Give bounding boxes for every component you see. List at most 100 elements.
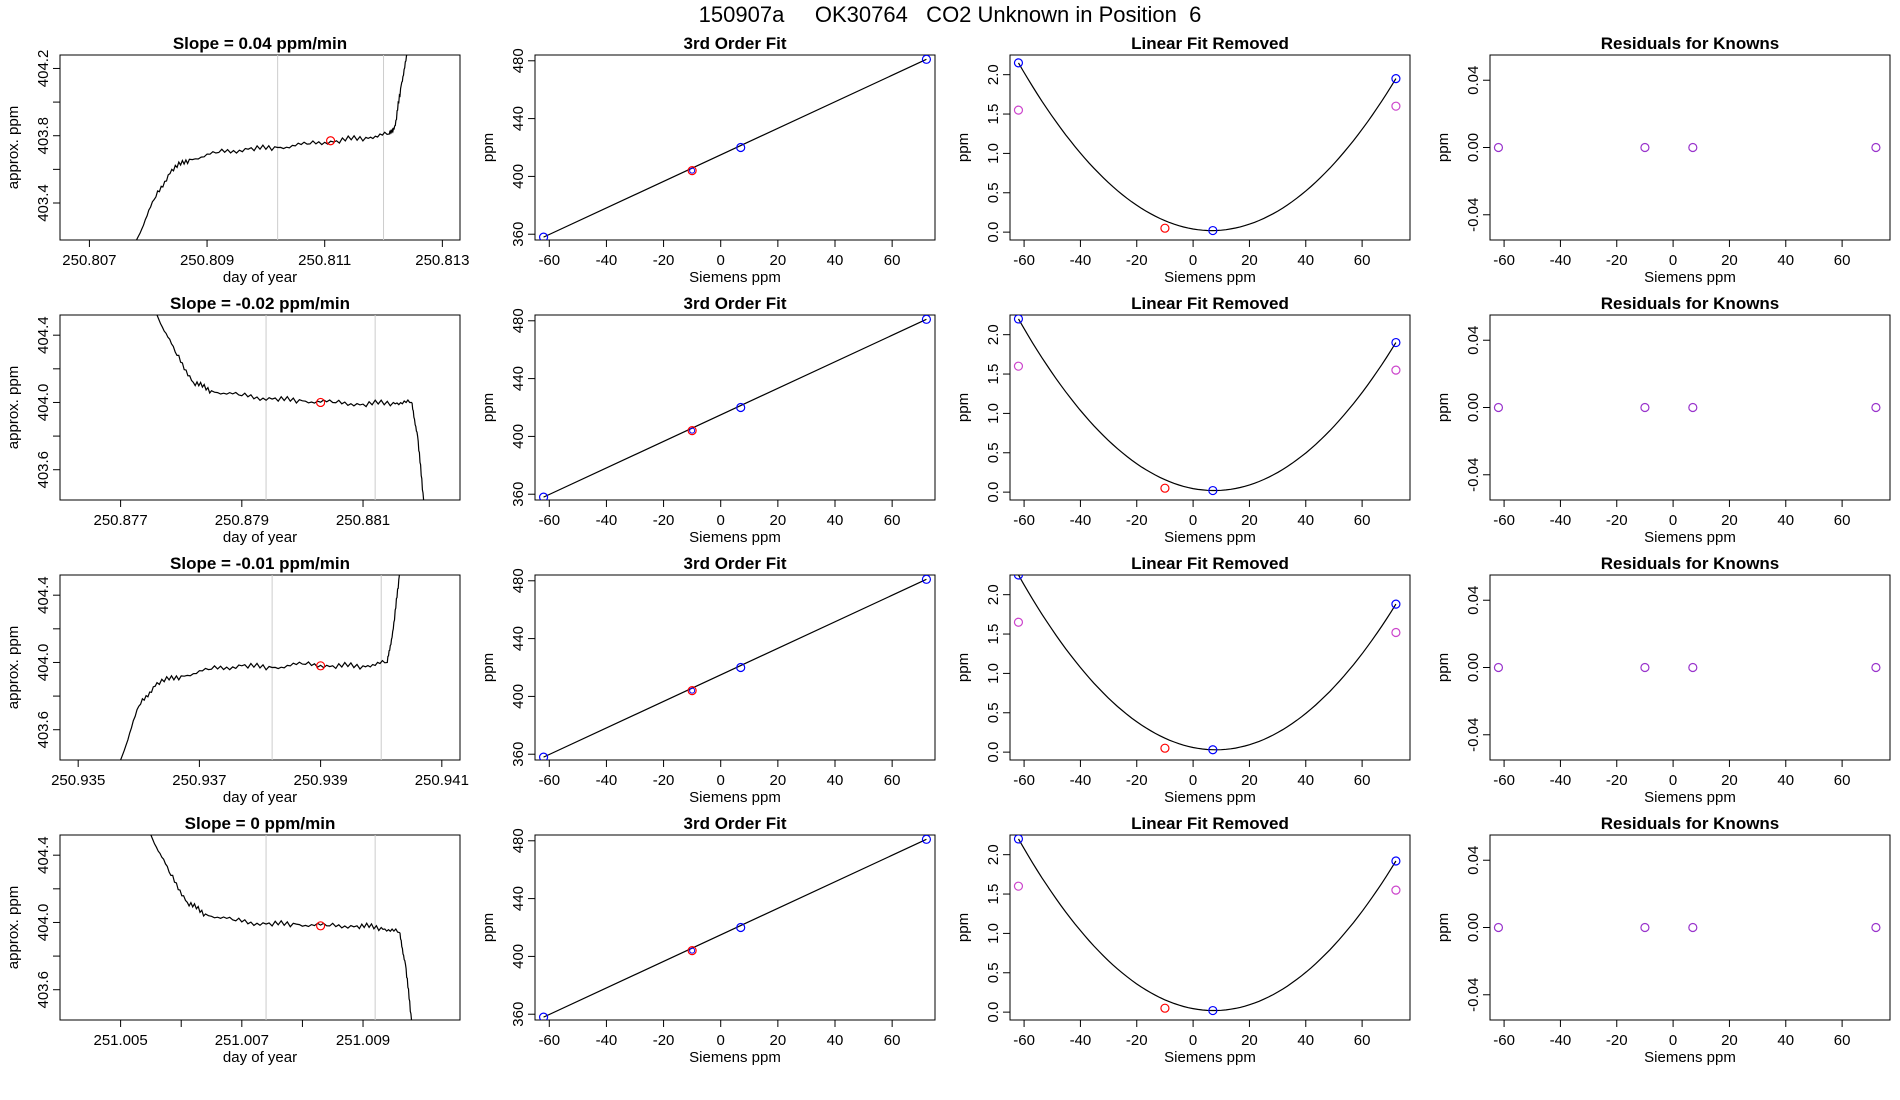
x-tick-label: -60 bbox=[1493, 252, 1515, 269]
linear-point bbox=[1391, 627, 1401, 638]
known-point bbox=[1391, 74, 1401, 84]
x-tick-label: 40 bbox=[827, 512, 844, 529]
unknown-point-inner bbox=[689, 947, 696, 954]
unknown-point-inner bbox=[689, 427, 696, 434]
known-point bbox=[538, 1012, 549, 1020]
x-tick-label: -60 bbox=[538, 772, 560, 789]
x-axis-label: day of year bbox=[223, 1049, 297, 1066]
y-tick-label: 0.04 bbox=[1465, 66, 1482, 95]
x-axis-label: Siemens ppm bbox=[689, 1049, 781, 1066]
x-tick-label: -20 bbox=[653, 512, 675, 529]
y-axis-label: approx. ppm bbox=[5, 106, 22, 189]
y-tick-label: 1.5 bbox=[985, 884, 1002, 905]
x-tick-label: -40 bbox=[1550, 772, 1572, 789]
plot-area bbox=[538, 835, 932, 1020]
residual-point bbox=[1493, 402, 1504, 413]
y-axis-label: approx. ppm bbox=[5, 886, 22, 969]
x-tick-label: 0 bbox=[1189, 772, 1197, 789]
plot-frame bbox=[534, 314, 936, 501]
x-axis-label: day of year bbox=[223, 269, 297, 286]
x-tick-label: 60 bbox=[884, 252, 901, 269]
known-point bbox=[538, 232, 549, 240]
x-tick-label: 20 bbox=[770, 772, 787, 789]
x-axis-label: Siemens ppm bbox=[1164, 269, 1256, 286]
x-tick-label: -40 bbox=[596, 772, 618, 789]
fit-curve bbox=[1017, 318, 1397, 492]
unknown-point bbox=[687, 426, 697, 436]
data-trace bbox=[156, 315, 425, 500]
y-tick-label: 400 bbox=[510, 944, 527, 969]
residual-point bbox=[1640, 142, 1650, 153]
y-tick-label: 0.5 bbox=[985, 962, 1002, 983]
y-tick-label: 403.6 bbox=[35, 971, 52, 1009]
x-tick-label: -60 bbox=[1013, 772, 1035, 789]
y-tick-label: 0.5 bbox=[985, 182, 1002, 203]
y-axis-label: ppm bbox=[955, 393, 972, 422]
x-axis-label: Siemens ppm bbox=[689, 789, 781, 806]
y-tick-label: 0.04 bbox=[1465, 846, 1482, 875]
residual-point bbox=[1871, 662, 1881, 673]
y-axis-label: ppm bbox=[1435, 653, 1452, 682]
plot-frame bbox=[1489, 314, 1891, 501]
y-tick-label: 440 bbox=[510, 626, 527, 651]
x-tick-label: -40 bbox=[1070, 252, 1092, 269]
x-axis-label: Siemens ppm bbox=[1164, 789, 1256, 806]
known-point bbox=[736, 402, 746, 413]
x-tick-label: -20 bbox=[1606, 512, 1628, 529]
x-tick-label: 250.881 bbox=[336, 512, 390, 529]
y-tick-label: 360 bbox=[510, 482, 527, 507]
y-axis-label: ppm bbox=[480, 133, 497, 162]
y-tick-label: 0.0 bbox=[985, 482, 1002, 503]
plot-area bbox=[1013, 315, 1401, 496]
plot-area bbox=[538, 55, 932, 240]
x-tick-label: 0 bbox=[717, 512, 725, 529]
y-tick-label: 2.0 bbox=[985, 844, 1002, 865]
x-tick-label: 0 bbox=[1669, 772, 1677, 789]
y-tick-label: 480 bbox=[510, 828, 527, 853]
plot-frame bbox=[59, 314, 461, 501]
x-tick-label: 250.879 bbox=[215, 512, 269, 529]
known-point bbox=[538, 492, 549, 500]
x-tick-label: 40 bbox=[1297, 252, 1314, 269]
y-tick-label: 0.5 bbox=[985, 702, 1002, 723]
y-axis-label: ppm bbox=[955, 133, 972, 162]
x-tick-label: -60 bbox=[1493, 512, 1515, 529]
chart-title: 3rd Order Fit bbox=[684, 554, 787, 573]
y-tick-label: 400 bbox=[510, 164, 527, 189]
x-tick-label: 40 bbox=[1777, 252, 1794, 269]
plot-area bbox=[1013, 575, 1401, 755]
x-tick-label: 60 bbox=[884, 772, 901, 789]
x-tick-label: -40 bbox=[1550, 1032, 1572, 1049]
chart-panel-r4-c3: Linear Fit Removed -60 -40 -20 0 20 40 60 Siemen… bbox=[955, 814, 1411, 1066]
y-tick-label: 1.5 bbox=[985, 104, 1002, 125]
known-point bbox=[921, 315, 932, 324]
linear-point bbox=[1013, 617, 1024, 627]
y-tick-label: 0.00 bbox=[1465, 913, 1482, 942]
chart-title: Residuals for Knowns bbox=[1601, 294, 1780, 313]
plot-area bbox=[1493, 922, 1881, 933]
residual-point bbox=[1640, 662, 1650, 673]
y-tick-label: 404.2 bbox=[35, 50, 52, 88]
x-tick-label: -40 bbox=[596, 1032, 618, 1049]
fit-line bbox=[543, 318, 927, 498]
chart-title: Residuals for Knowns bbox=[1601, 814, 1780, 833]
chart-panel-r4-c2: 3rd Order Fit -60 -40 -20 0 20 40 60 Siemens ppm… bbox=[480, 814, 936, 1066]
plot-frame bbox=[1489, 54, 1891, 241]
chart-panel-r4-c4: Residuals for Knowns -60 -40 -20 0 20 40 60 Siem… bbox=[1435, 814, 1891, 1066]
y-tick-label: 0.00 bbox=[1465, 133, 1482, 162]
x-axis-label: Siemens ppm bbox=[1644, 789, 1736, 806]
unknown-point bbox=[316, 661, 326, 671]
known-point bbox=[1208, 745, 1218, 755]
unknown-point bbox=[316, 397, 326, 408]
linear-point bbox=[1391, 365, 1401, 375]
y-axis-label: ppm bbox=[480, 913, 497, 942]
plot-frame bbox=[1009, 54, 1411, 241]
y-tick-label: 1.5 bbox=[985, 364, 1002, 385]
linear-point bbox=[1391, 101, 1401, 111]
x-tick-label: 20 bbox=[770, 512, 787, 529]
x-tick-label: -20 bbox=[1126, 1032, 1148, 1049]
chart-title: 3rd Order Fit bbox=[684, 814, 787, 833]
y-tick-label: 404.4 bbox=[35, 576, 52, 614]
x-tick-label: 20 bbox=[1721, 512, 1738, 529]
chart-panel-r2-c1: Slope = -0.02 ppm/min 250.877 250.879 250.8… bbox=[5, 294, 461, 546]
